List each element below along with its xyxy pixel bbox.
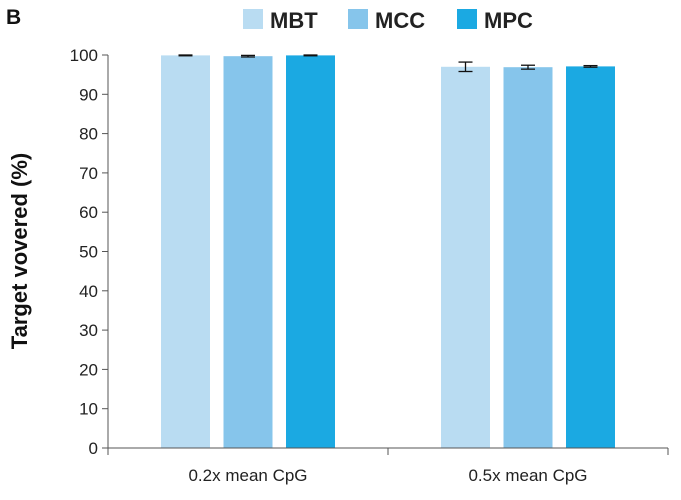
legend-label-mcc: MCC bbox=[375, 8, 425, 33]
y-tick-label: 0 bbox=[89, 439, 98, 458]
x-axis: 0.2x mean CpG 0.5x mean CpG bbox=[107, 447, 669, 485]
bar-mbt-2 bbox=[441, 66, 490, 448]
legend-swatch-mpc bbox=[457, 9, 477, 29]
bar-mcc-2 bbox=[503, 67, 553, 449]
legend-swatch-mbt bbox=[243, 9, 263, 29]
panel-label: B bbox=[6, 6, 21, 29]
error-bar bbox=[241, 54, 255, 58]
error-bar bbox=[583, 64, 598, 68]
y-axis: 0 10 20 30 40 50 60 70 80 90 100 bbox=[70, 46, 109, 458]
error-bar bbox=[521, 64, 535, 70]
y-tick-label: 20 bbox=[79, 360, 98, 379]
y-tick-label: 90 bbox=[79, 85, 98, 104]
bar-mpc-2 bbox=[566, 66, 615, 448]
y-tick-label: 10 bbox=[79, 400, 98, 419]
y-axis-label: Target vovered (%) bbox=[7, 153, 32, 349]
plot-area bbox=[161, 54, 615, 449]
bar-mbt-1 bbox=[161, 55, 210, 448]
bar-mpc-1 bbox=[286, 55, 335, 448]
legend-label-mpc: MPC bbox=[484, 8, 533, 33]
x-tick-label: 0.5x mean CpG bbox=[468, 466, 587, 485]
y-tick-label: 70 bbox=[79, 164, 98, 183]
legend: MBT MCC MPC bbox=[243, 8, 533, 33]
legend-swatch-mcc bbox=[348, 9, 368, 29]
error-bar bbox=[178, 54, 193, 57]
y-tick-label: 50 bbox=[79, 243, 98, 262]
y-tick-label: 100 bbox=[70, 46, 98, 65]
y-tick-label: 30 bbox=[79, 321, 98, 340]
bar-mcc-1 bbox=[223, 56, 273, 448]
y-tick-label: 40 bbox=[79, 282, 98, 301]
legend-label-mbt: MBT bbox=[270, 8, 318, 33]
y-tick-label: 80 bbox=[79, 125, 98, 144]
x-tick-label: 0.2x mean CpG bbox=[188, 466, 307, 485]
error-bar bbox=[303, 54, 318, 57]
error-bar bbox=[458, 61, 473, 73]
y-tick-label: 60 bbox=[79, 203, 98, 222]
